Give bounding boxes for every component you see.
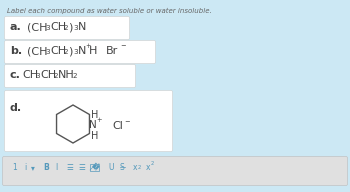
Text: N: N — [89, 120, 97, 130]
Text: (CH: (CH — [27, 22, 48, 32]
Text: 3: 3 — [73, 25, 78, 31]
Text: CH: CH — [40, 70, 56, 80]
Text: ): ) — [68, 46, 72, 56]
Text: B: B — [43, 163, 49, 172]
Text: i: i — [24, 163, 26, 172]
Text: x: x — [146, 163, 150, 172]
Text: NH: NH — [58, 70, 75, 80]
Text: H: H — [91, 110, 98, 120]
Text: a.: a. — [10, 22, 22, 32]
Text: CH: CH — [50, 22, 66, 32]
Text: c.: c. — [10, 70, 21, 80]
Text: −: − — [120, 44, 126, 50]
Text: d.: d. — [10, 103, 22, 113]
Text: 2: 2 — [63, 49, 68, 55]
Text: 3: 3 — [45, 25, 50, 31]
Text: +: + — [96, 118, 101, 123]
Text: 3: 3 — [35, 73, 40, 79]
Text: Br: Br — [106, 46, 118, 56]
Text: x: x — [133, 163, 138, 172]
Text: ☰: ☰ — [78, 163, 85, 172]
Text: CH: CH — [50, 46, 66, 56]
Text: N: N — [78, 22, 86, 32]
Text: +: + — [85, 44, 91, 50]
FancyBboxPatch shape — [5, 17, 130, 40]
Text: b.: b. — [10, 46, 22, 56]
Text: I: I — [55, 163, 57, 172]
Text: 2: 2 — [63, 25, 68, 31]
Text: 2: 2 — [72, 73, 77, 79]
FancyBboxPatch shape — [5, 90, 173, 151]
Text: N: N — [78, 46, 86, 56]
Text: (CH: (CH — [27, 46, 48, 56]
Text: ): ) — [68, 22, 72, 32]
Text: CH: CH — [22, 70, 38, 80]
Text: 3: 3 — [45, 49, 50, 55]
FancyBboxPatch shape — [2, 156, 348, 185]
Text: 3: 3 — [73, 49, 78, 55]
FancyBboxPatch shape — [5, 65, 135, 88]
Text: H: H — [89, 46, 97, 56]
Text: 2: 2 — [53, 73, 58, 79]
Text: Cl: Cl — [112, 121, 123, 131]
Text: −: − — [124, 118, 130, 124]
Text: ▾: ▾ — [31, 163, 35, 172]
FancyBboxPatch shape — [5, 41, 155, 64]
Text: 2: 2 — [138, 165, 141, 170]
Text: S: S — [120, 163, 125, 172]
Text: �: � — [92, 163, 100, 172]
Text: 1: 1 — [12, 163, 17, 172]
Text: U: U — [108, 163, 113, 172]
Text: H: H — [91, 131, 98, 141]
Text: 2: 2 — [151, 161, 154, 166]
Text: Label each compound as water soluble or water insoluble.: Label each compound as water soluble or … — [7, 8, 212, 14]
Text: ☰: ☰ — [66, 163, 73, 172]
